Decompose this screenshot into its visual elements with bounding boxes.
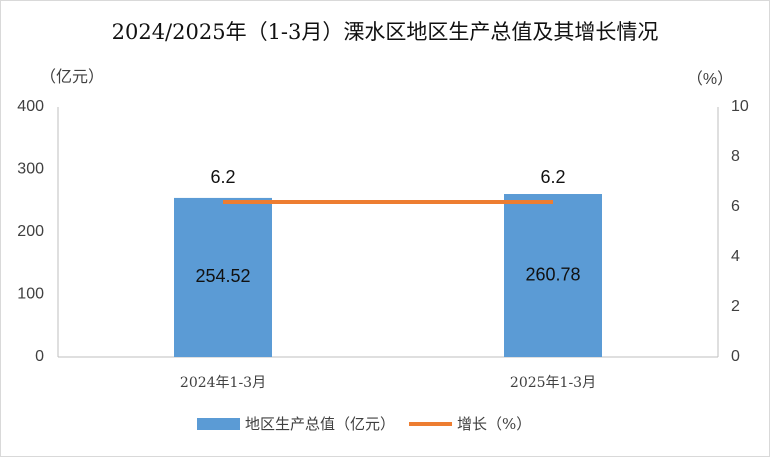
- y-tick-label: 200: [17, 223, 44, 240]
- y2-tick-label: 0: [731, 348, 740, 365]
- x-tick-label: 2025年1-3月: [510, 375, 596, 391]
- y-axis-label: （亿元）: [40, 68, 104, 86]
- line-value-label: 6.2: [540, 167, 565, 187]
- y-tick-label: 0: [35, 348, 44, 365]
- legend-swatch: [197, 418, 240, 430]
- y2-tick-label: 8: [731, 148, 740, 165]
- bar: [504, 194, 602, 357]
- y2-tick-label: 6: [731, 198, 740, 215]
- bar-value-label: 254.52: [195, 266, 250, 286]
- bar: [174, 197, 272, 357]
- legend-label: 地区生产总值（亿元）: [245, 415, 395, 433]
- y-tick-label: 400: [17, 98, 44, 115]
- y2-tick-label: 4: [731, 248, 740, 265]
- y2-tick-label: 10: [731, 98, 749, 115]
- bar-value-label: 260.78: [525, 264, 580, 284]
- y2-axis-label: （%）: [687, 70, 733, 88]
- y-tick-label: 300: [17, 161, 44, 178]
- line-value-label: 6.2: [210, 167, 235, 187]
- y-tick-label: 100: [17, 286, 44, 303]
- x-tick-label: 2024年1-3月: [180, 375, 266, 391]
- y2-tick-label: 2: [731, 298, 740, 315]
- legend-label: 增长（%）: [457, 415, 531, 433]
- chart-title: 2024/2025年（1-3月）溧水区地区生产总值及其增长情况: [111, 20, 659, 44]
